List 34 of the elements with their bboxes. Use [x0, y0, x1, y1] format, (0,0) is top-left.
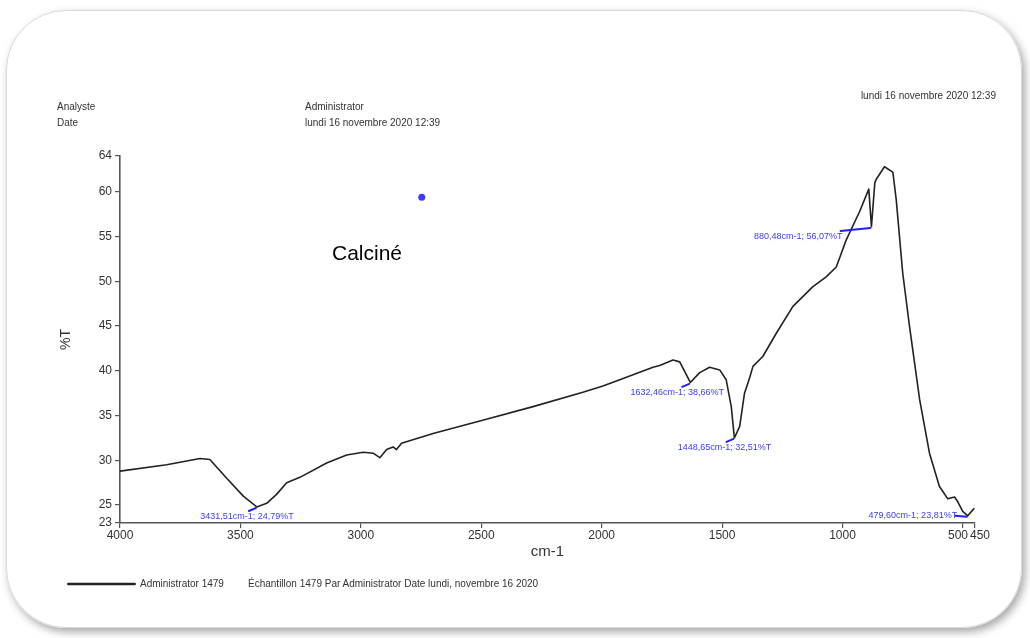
text: Administrator — [305, 101, 364, 113]
y-tick-label: 25 — [98, 497, 113, 512]
text: lundi 16 novembre 2020 12:39 — [860, 90, 996, 102]
y-tick-label: 35 — [98, 407, 113, 422]
annotation: 3431,51cm-1; 24,79%T — [200, 510, 295, 521]
x-tick-label: 450 — [969, 528, 991, 543]
annotation: Calciné — [332, 240, 403, 266]
text: Échantillon 1479 Par Administrator Date lundi, novembre 16 2020 — [248, 578, 539, 590]
y-tick-label: 30 — [98, 452, 113, 467]
text: lundi 16 novembre 2020 12:39 — [305, 117, 441, 129]
y-tick-label: 64 — [98, 148, 113, 163]
x-tick-label: 1000 — [829, 528, 857, 543]
y-tick-label: 23 — [98, 515, 113, 530]
annotation: 880,48cm-1; 56,07%T — [754, 230, 844, 241]
x-tick-label: 2500 — [467, 528, 495, 543]
y-tick-label: 55 — [98, 228, 113, 243]
y-tick-label: 50 — [98, 273, 113, 288]
annotation: 1632,46cm-1; 38,66%T — [630, 386, 725, 397]
x-tick-label: 3500 — [227, 528, 255, 543]
text: Analyste — [57, 101, 96, 113]
annotation: 1448,65cm-1; 32,51%T — [677, 441, 772, 452]
text: Date — [57, 117, 79, 129]
x-axis-title: cm-1 — [530, 542, 565, 560]
x-tick-label: 2000 — [588, 528, 616, 543]
x-tick-label: 1500 — [708, 528, 736, 543]
y-tick-label: 40 — [98, 363, 113, 378]
annotation: 479,60cm-1; 23,81%T — [868, 510, 958, 521]
x-tick-label: 4000 — [106, 528, 134, 543]
text: Administrator 1479 — [140, 577, 225, 589]
x-tick-label: 500 — [947, 528, 969, 543]
y-tick-label: 45 — [98, 318, 113, 333]
x-tick-label: 3000 — [347, 528, 375, 543]
y-axis-title: %T — [57, 328, 74, 350]
y-tick-label: 60 — [98, 184, 113, 199]
